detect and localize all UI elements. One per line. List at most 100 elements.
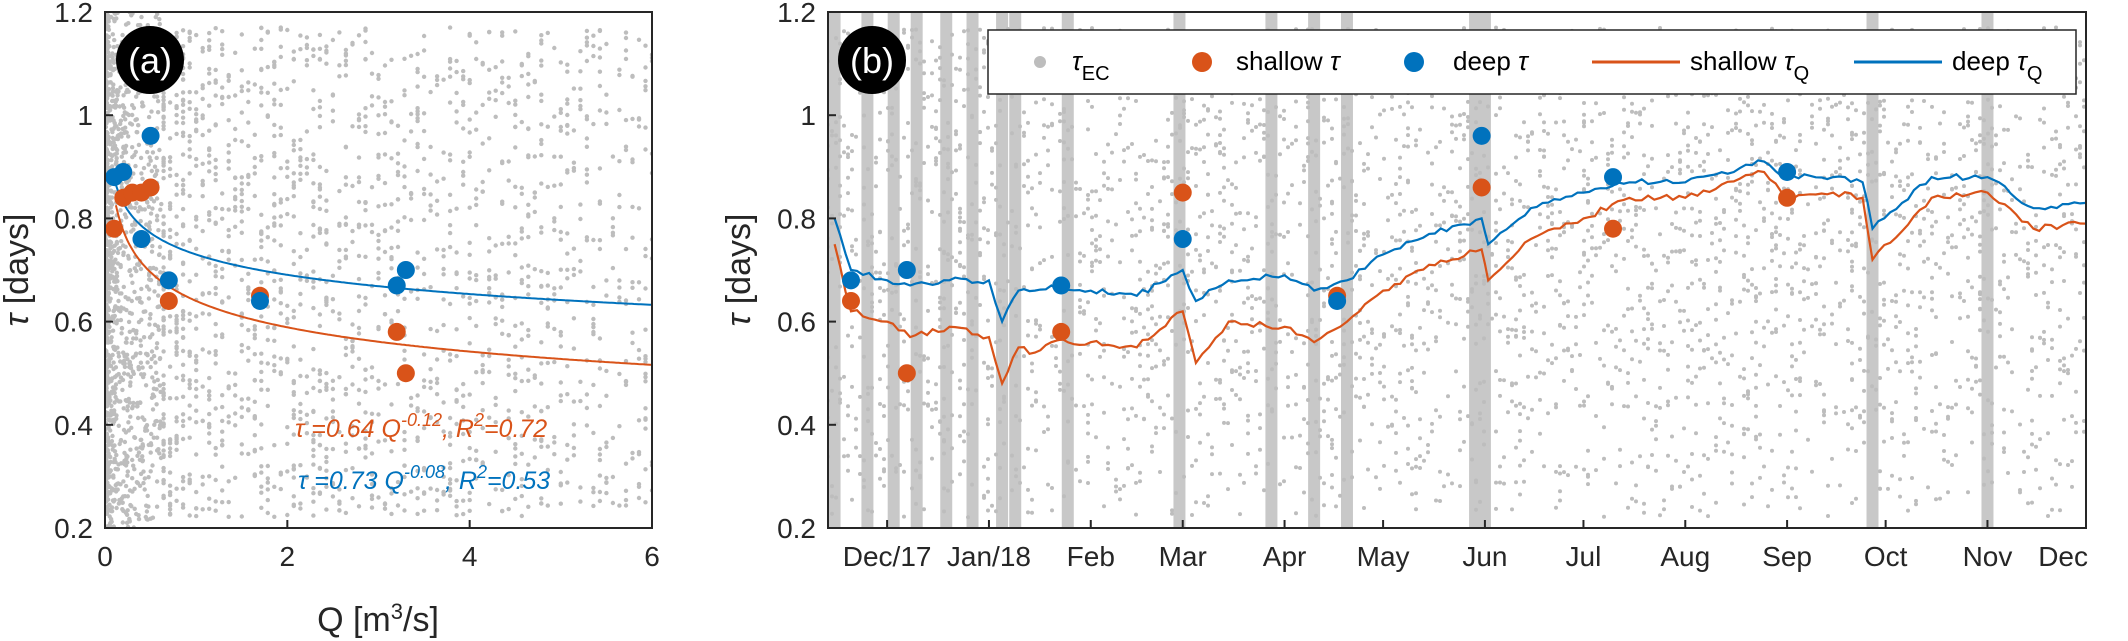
- tau-ec-point: [200, 132, 205, 138]
- tau-ec-point: [220, 393, 225, 398]
- tau-ec-point: [1138, 154, 1142, 159]
- tau-ec-point: [506, 416, 511, 421]
- tau-ec-point: [584, 172, 590, 177]
- tau-ec-point: [1026, 333, 1030, 338]
- tau-ec-point: [1814, 231, 1818, 236]
- tau-ec-point: [2066, 104, 2070, 108]
- tau-ec-point: [356, 225, 362, 230]
- tau-ec-point: [337, 259, 342, 264]
- tau-ec-point: [402, 215, 407, 220]
- tau-ec-point: [447, 442, 453, 447]
- tau-ec-point: [156, 293, 161, 298]
- tau-ec-point: [109, 164, 115, 169]
- tau-ec-point: [870, 509, 874, 514]
- tau-ec-point: [565, 112, 570, 118]
- tau-ec-point: [298, 463, 303, 468]
- tau-ec-point: [356, 199, 362, 205]
- tau-ec-point: [1086, 431, 1090, 436]
- tau-ec-point: [958, 215, 962, 220]
- tau-ec-point: [552, 359, 557, 365]
- tau-ec-point: [415, 393, 420, 398]
- tau-ec-point: [174, 30, 179, 36]
- tau-ec-point: [330, 108, 336, 113]
- tau-ec-point: [1582, 112, 1586, 117]
- tau-ec-point: [565, 480, 570, 485]
- tau-ec-point: [1470, 305, 1474, 310]
- tau-ec-point: [636, 124, 642, 129]
- tau-ec-point: [180, 187, 186, 193]
- tau-ec-point: [2038, 117, 2042, 122]
- tau-ec-point: [1494, 198, 1498, 203]
- tau-ec-point: [1510, 266, 1514, 271]
- tau-ec-point: [1638, 298, 1642, 303]
- tau-ec-point: [1314, 419, 1318, 424]
- tau-ec-point: [1602, 240, 1606, 245]
- tau-ec-point: [1762, 206, 1766, 211]
- tau-ec-point: [408, 111, 414, 117]
- tau-ec-point: [239, 442, 244, 447]
- tau-ec-point: [1582, 124, 1586, 129]
- tau-ec-point: [1222, 406, 1226, 411]
- tau-ec-point: [1794, 495, 1798, 500]
- tau-ec-point: [272, 368, 277, 374]
- tau-ec-point: [1882, 318, 1886, 323]
- tau-ec-point: [1738, 208, 1742, 213]
- tau-ec-point: [623, 56, 629, 62]
- tau-ec-point: [1970, 232, 1974, 237]
- tau-ec-point: [467, 301, 472, 306]
- tau-ec-point: [1950, 233, 1954, 238]
- tau-ec-point: [1586, 176, 1590, 181]
- tau-ec-point: [1838, 301, 1842, 306]
- tau-ec-point: [1978, 306, 1982, 311]
- tau-ec-point: [1526, 134, 1530, 139]
- tau-ec-point: [1414, 464, 1418, 469]
- tau-ec-point: [415, 84, 420, 89]
- tau-ec-point: [376, 232, 381, 238]
- tau-ec-point: [480, 425, 485, 431]
- panel-label-badge-a: [116, 26, 184, 94]
- tau-ec-point: [291, 49, 296, 54]
- tau-ec-point: [447, 415, 453, 421]
- tau-ec-point: [376, 113, 381, 118]
- tau-ec-point: [1998, 282, 2002, 287]
- tau-ec-point: [1382, 384, 1386, 389]
- tau-ec-point: [1714, 269, 1718, 274]
- tau-ec-point: [252, 449, 257, 454]
- tau-ec-point: [123, 150, 129, 155]
- tau-ec-point: [998, 288, 1002, 292]
- tau-ec-point: [1594, 414, 1598, 418]
- tau-ec-point: [1102, 410, 1106, 415]
- tau-ec-point: [141, 309, 146, 314]
- tau-ec-point: [298, 373, 303, 379]
- tau-ec-point: [850, 384, 854, 389]
- tau-ec-point: [1178, 123, 1182, 128]
- tau-ec-point: [1846, 117, 1850, 122]
- tau-ec-point: [207, 474, 212, 479]
- tau-ec-point: [630, 280, 635, 285]
- tau-ec-point: [140, 176, 145, 181]
- tau-ec-point: [1142, 377, 1146, 382]
- tau-ec-point: [428, 285, 433, 290]
- tau-ec-point: [311, 432, 316, 438]
- tau-ec-point: [1050, 486, 1054, 490]
- tau-ec-point: [110, 32, 116, 37]
- tau-ec-point: [291, 138, 296, 143]
- tau-ec-point: [415, 265, 420, 270]
- tau-ec-point: [108, 316, 113, 322]
- tau-ec-point: [1942, 251, 1946, 256]
- tau-ec-point: [246, 120, 251, 125]
- tau-ec-point: [395, 479, 401, 485]
- tau-ec-point: [389, 119, 394, 124]
- tau-ec-point: [2042, 329, 2046, 334]
- tau-ec-point: [421, 128, 427, 134]
- tau-ec-point: [1778, 233, 1782, 237]
- tau-ec-point: [1726, 108, 1730, 113]
- tau-ec-point: [2026, 455, 2030, 460]
- tau-ec-point: [194, 119, 199, 124]
- tau-ec-point: [1530, 290, 1534, 295]
- tau-ec-point: [454, 387, 459, 393]
- tau-ec-point: [958, 55, 962, 60]
- tau-ec-point: [1314, 333, 1318, 338]
- tau-ec-point: [994, 185, 998, 190]
- tau-ec-point: [461, 418, 466, 423]
